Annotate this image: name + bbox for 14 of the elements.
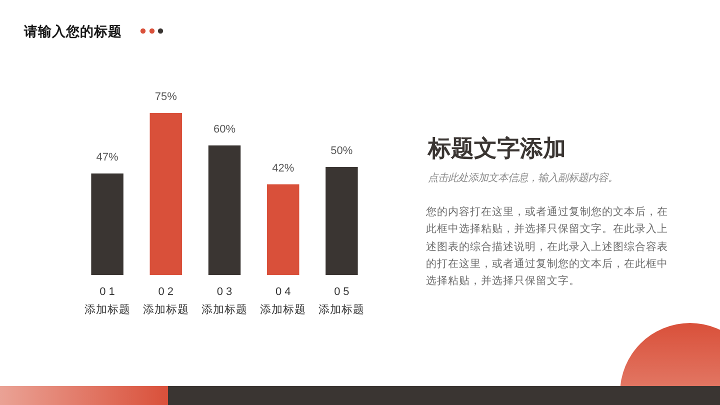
x-tick-label: 02 添加标题 [142,286,189,316]
data-label: 60% [213,123,236,136]
data-label: 42% [272,162,294,174]
data-label: 50% [330,145,353,157]
chart-title: 请输入您的标题 [23,24,122,39]
x-tick-label: 01 添加标题 [84,286,130,316]
x-tick-label: 03 添加标题 [202,286,248,316]
x-tick-label: 04 添加标题 [260,286,306,316]
text: 点击此处添加文本信息，输入副标题内容。 [428,172,618,184]
x-tick-label: 05 添加标题 [318,286,365,316]
data-label: 47% [96,151,119,164]
text: 您的内容打在这里，或者通过复制您的文本后，在此框中选择粘贴，并选择只保留文字。在此录入上述图表的综合描述说明，在此录入上述图综合容表的打在这里，或者通过复制您的文本后，在此框中选择粘贴，并选择只保留文字。 [426,205,669,290]
text: 标题文字添加 [427,135,566,161]
data-label: 75% [154,91,178,103]
